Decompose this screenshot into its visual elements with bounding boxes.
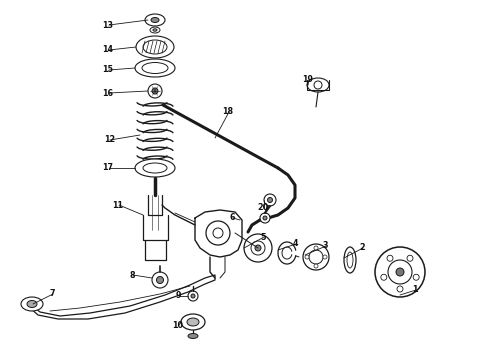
Ellipse shape xyxy=(181,314,205,330)
Text: 8: 8 xyxy=(129,270,135,279)
Circle shape xyxy=(375,247,425,297)
Circle shape xyxy=(396,268,404,276)
Text: 13: 13 xyxy=(102,21,114,30)
Ellipse shape xyxy=(143,40,167,54)
Ellipse shape xyxy=(145,14,165,26)
Text: 4: 4 xyxy=(292,239,298,248)
Ellipse shape xyxy=(307,78,329,92)
Text: 11: 11 xyxy=(113,201,123,210)
Text: 10: 10 xyxy=(172,320,183,329)
Circle shape xyxy=(309,250,323,264)
Ellipse shape xyxy=(347,252,353,268)
Circle shape xyxy=(191,294,195,298)
Circle shape xyxy=(255,245,261,251)
Circle shape xyxy=(397,286,403,292)
Ellipse shape xyxy=(344,247,356,273)
Text: 16: 16 xyxy=(102,89,114,98)
Circle shape xyxy=(152,272,168,288)
Ellipse shape xyxy=(153,29,157,31)
Circle shape xyxy=(206,221,230,245)
Text: 7: 7 xyxy=(49,289,55,298)
Ellipse shape xyxy=(27,301,37,307)
Ellipse shape xyxy=(151,18,159,22)
Text: 6: 6 xyxy=(229,213,235,222)
Text: 2: 2 xyxy=(359,243,365,252)
Circle shape xyxy=(413,274,419,280)
Ellipse shape xyxy=(135,159,175,177)
Text: 19: 19 xyxy=(302,76,314,85)
Text: 9: 9 xyxy=(175,292,181,301)
Circle shape xyxy=(388,260,412,284)
Ellipse shape xyxy=(135,59,175,77)
Text: 18: 18 xyxy=(222,108,234,117)
Circle shape xyxy=(387,255,393,261)
Circle shape xyxy=(152,88,158,94)
Circle shape xyxy=(303,244,329,270)
Text: 12: 12 xyxy=(104,135,116,144)
Circle shape xyxy=(381,274,387,280)
Ellipse shape xyxy=(188,333,198,338)
Circle shape xyxy=(260,213,270,223)
Text: 20: 20 xyxy=(257,203,269,212)
Text: 14: 14 xyxy=(102,45,114,54)
Circle shape xyxy=(188,291,198,301)
Text: 3: 3 xyxy=(322,242,328,251)
Circle shape xyxy=(314,264,318,268)
Ellipse shape xyxy=(150,27,160,33)
Circle shape xyxy=(314,246,318,250)
Circle shape xyxy=(244,234,272,262)
Ellipse shape xyxy=(21,297,43,311)
Circle shape xyxy=(251,241,265,255)
Ellipse shape xyxy=(142,63,168,73)
Ellipse shape xyxy=(143,163,167,173)
Text: 17: 17 xyxy=(102,163,114,172)
Circle shape xyxy=(148,84,162,98)
Text: 1: 1 xyxy=(412,285,418,294)
Circle shape xyxy=(314,81,322,89)
Circle shape xyxy=(263,216,267,220)
Circle shape xyxy=(305,255,309,259)
Circle shape xyxy=(268,198,272,202)
Text: 15: 15 xyxy=(102,66,114,75)
Ellipse shape xyxy=(187,318,199,326)
Circle shape xyxy=(323,255,327,259)
Circle shape xyxy=(407,255,413,261)
Circle shape xyxy=(264,194,276,206)
Ellipse shape xyxy=(136,36,174,58)
Circle shape xyxy=(156,276,164,284)
Circle shape xyxy=(213,228,223,238)
Text: 5: 5 xyxy=(260,233,266,242)
